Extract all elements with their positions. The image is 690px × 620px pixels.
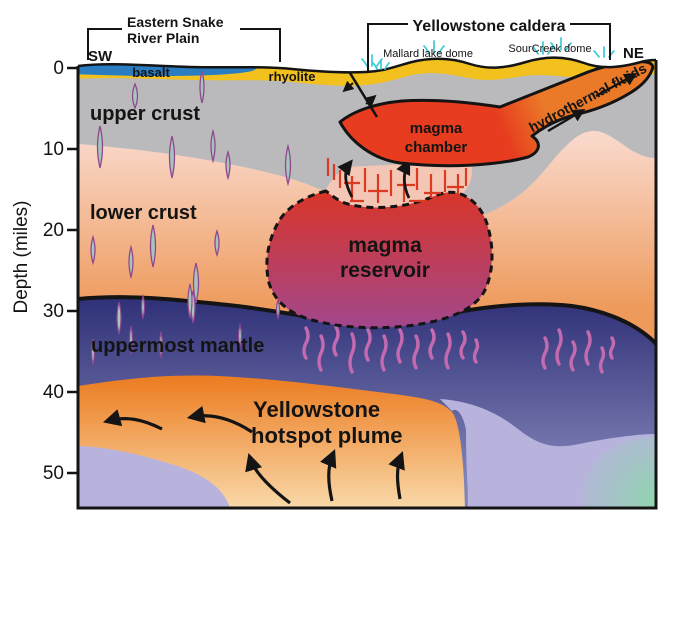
tick-label-0: 0 xyxy=(53,58,64,79)
magma-chamber-and-hydrothermal-arm xyxy=(338,60,655,168)
section-frame xyxy=(76,60,658,510)
ne-label: NE xyxy=(623,45,644,62)
fault-slip-arrow-left xyxy=(342,80,355,93)
plume-arrow-up-2 xyxy=(320,449,337,502)
hydrothermal-arrow-lower xyxy=(547,108,586,133)
plume-arrow-left-outer xyxy=(102,409,163,431)
depth-axis-label: Depth (miles) xyxy=(11,201,32,314)
magma-reservoir xyxy=(265,189,494,330)
plume-flow-arrows xyxy=(102,405,405,505)
melt-streaks xyxy=(302,325,616,374)
sw-label: SW xyxy=(88,48,113,65)
ground-surface-line xyxy=(77,56,657,74)
basalt-label: basalt xyxy=(132,65,170,80)
lower-crust-label: lower crust xyxy=(90,202,197,224)
location-brackets: Eastern Snake River Plain Yellowstone ca… xyxy=(87,14,644,72)
caldera-bracket xyxy=(367,23,611,72)
hydrothermal-arrow-upper xyxy=(595,72,638,98)
axis-ticks xyxy=(67,66,78,475)
depth-axis: 0 10 20 30 40 50 Depth (miles) xyxy=(11,58,78,484)
rhyolite-label: rhyolite xyxy=(269,69,316,84)
sourcreek-dome-label: SourCreek dome xyxy=(508,43,591,55)
tick-label-40: 40 xyxy=(43,382,64,403)
upper-crust-label: upper crust xyxy=(90,103,200,125)
caldera-label: Yellowstone caldera xyxy=(413,18,566,35)
cross-section-body: basalt rhyolite upper crust lower crust … xyxy=(78,57,656,508)
magma-ascent-arrow-right xyxy=(396,158,411,199)
uppermost-mantle-label: uppermost mantle xyxy=(91,335,264,357)
tick-label-30: 30 xyxy=(43,301,64,322)
tick-label-10: 10 xyxy=(43,139,64,160)
tick-label-20: 20 xyxy=(43,220,64,241)
magma-reservoir-label-line1: magma xyxy=(348,234,422,257)
mantle-sill-lenses xyxy=(90,283,281,366)
plume-arrow-up-3 xyxy=(388,451,405,500)
plume-arrow-left-inner xyxy=(186,405,253,434)
magma-ascent-arrow-left xyxy=(337,159,354,198)
tick-label-50: 50 xyxy=(43,463,64,484)
fault-slip-arrow-right xyxy=(364,94,377,107)
green-tint-corner xyxy=(582,437,656,508)
magma-chamber-label-line2: chamber xyxy=(405,139,468,156)
fault-line xyxy=(348,72,379,118)
magma-chamber-label-line1: magma xyxy=(410,120,463,137)
esrp-label-line2: River Plain xyxy=(127,30,199,46)
plume-arrow-up-1 xyxy=(245,452,291,505)
plume-label-line1: Yellowstone xyxy=(253,397,380,422)
esrp-label-line1: Eastern Snake xyxy=(127,14,224,30)
crustal-sill-lenses xyxy=(90,70,292,324)
esrp-bracket xyxy=(87,28,281,62)
geyser-icon xyxy=(361,37,615,70)
plume-label-line2: hotspot plume xyxy=(251,423,403,448)
magma-reservoir-label-line2: reservoir xyxy=(340,259,430,282)
lavender-region-left xyxy=(78,446,230,508)
mallard-dome-label: Mallard lake dome xyxy=(383,48,473,60)
